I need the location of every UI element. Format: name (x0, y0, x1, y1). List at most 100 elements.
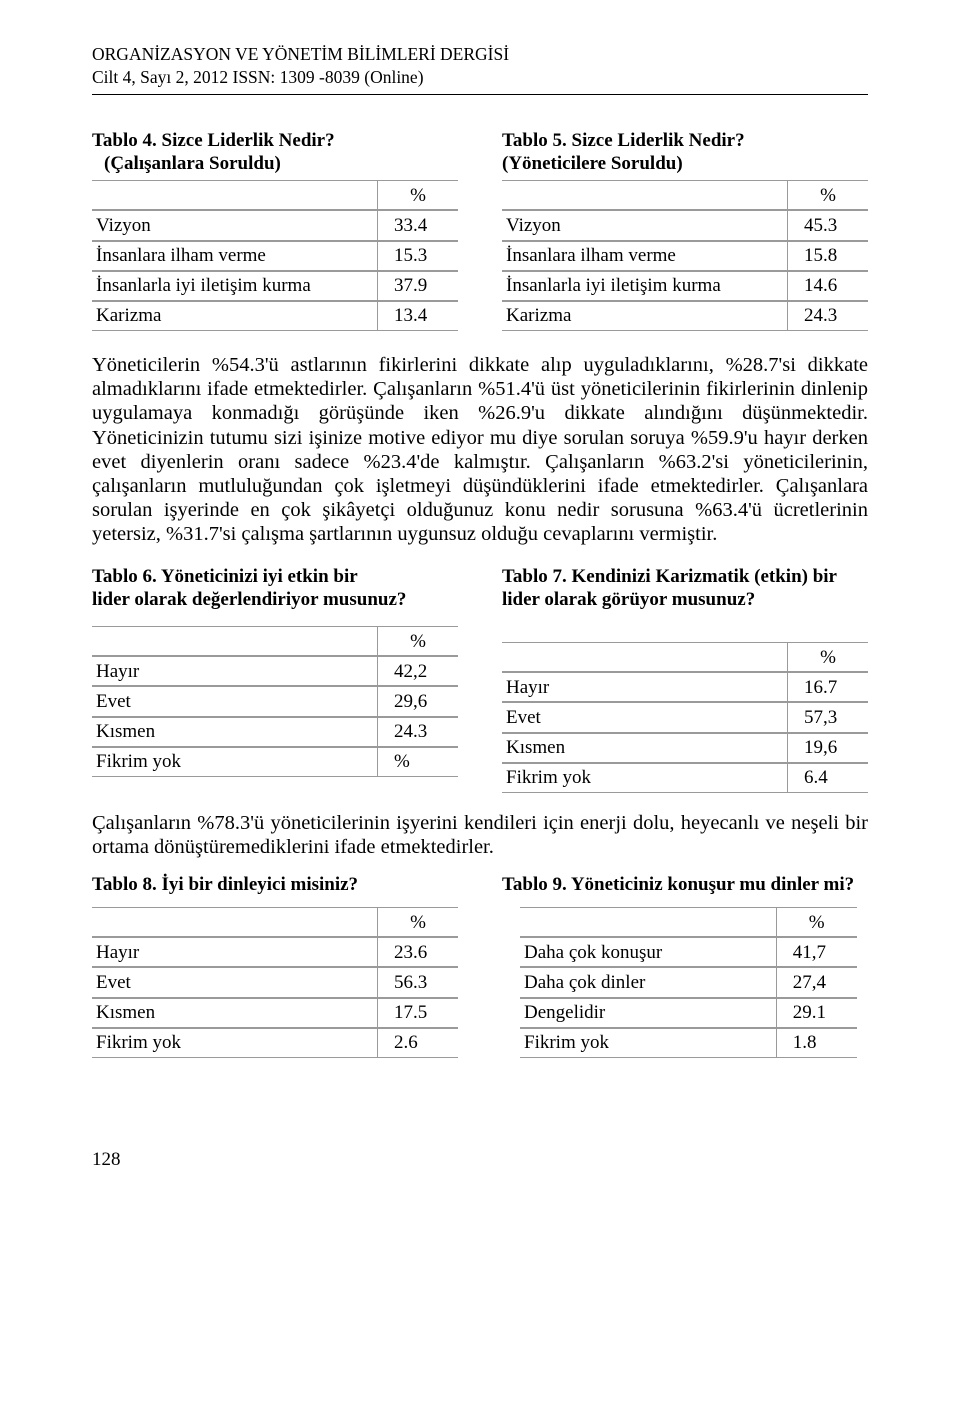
paragraph-2: Çalışanların %78.3'ü yöneticilerinin işy… (92, 811, 868, 859)
table6-head-blank (92, 626, 378, 656)
cell-label: Vizyon (502, 210, 788, 240)
table-row: Fikrim yok% (92, 747, 458, 777)
cell-label: Dengelidir (520, 998, 777, 1028)
cell-value: 17.5 (378, 998, 458, 1028)
cell-value: 37.9 (378, 271, 458, 301)
table7-head-blank (502, 642, 788, 672)
table9-head-blank (520, 907, 777, 937)
cell-value: 24.3 (788, 301, 868, 331)
table-row: Daha çok konuşur41,7 (520, 937, 857, 967)
table-row: Fikrim yok2.6 (92, 1028, 458, 1058)
table4-block: Tablo 4. Sizce Liderlik Nedir? (Çalışanl… (92, 129, 458, 331)
cell-value: 27,4 (777, 967, 857, 997)
table5-head-pct: % (788, 180, 868, 210)
table-row: Kısmen17.5 (92, 998, 458, 1028)
table-row: Dengelidir29.1 (520, 998, 857, 1028)
cell-value: 33.4 (378, 210, 458, 240)
table9-title: Tablo 9. Yöneticiniz konuşur mu dinler m… (502, 873, 868, 897)
table-row: % (502, 180, 868, 210)
table-row: Hayır42,2 (92, 656, 458, 686)
table9-head-pct: % (777, 907, 857, 937)
cell-label: Daha çok konuşur (520, 937, 777, 967)
cell-value: 14.6 (788, 271, 868, 301)
cell-value: 13.4 (378, 301, 458, 331)
cell-label: Fikrim yok (92, 747, 378, 777)
cell-label: Vizyon (92, 210, 378, 240)
cell-value: % (378, 747, 458, 777)
table-row: Vizyon45.3 (502, 210, 868, 240)
table-row: Karizma13.4 (92, 301, 458, 331)
cell-value: 23.6 (378, 937, 458, 967)
table6-title-line2: lider olarak değerlendiriyor musunuz? (92, 589, 406, 610)
table-row: Hayır23.6 (92, 937, 458, 967)
table-row: % (520, 907, 857, 937)
table6-head-pct: % (378, 626, 458, 656)
table8-head-blank (92, 907, 378, 937)
cell-label: Hayır (92, 937, 378, 967)
cell-label: Evet (92, 967, 378, 997)
paragraph-1: Yöneticilerin %54.3'ü astlarının fikirle… (92, 353, 868, 547)
cell-label: İnsanlara ilham verme (502, 241, 788, 271)
cell-label: Evet (502, 702, 788, 732)
table8: % Hayır23.6 Evet56.3 Kısmen17.5 Fikrim y… (92, 907, 458, 1058)
table5-title-line1: Tablo 5. Sizce Liderlik Nedir? (502, 130, 745, 151)
table-row: % (92, 907, 458, 937)
table-row: Hayır16.7 (502, 672, 868, 702)
table9: % Daha çok konuşur41,7 Daha çok dinler27… (520, 907, 857, 1058)
table-row: Fikrim yok1.8 (520, 1028, 857, 1058)
cell-label: Fikrim yok (520, 1028, 777, 1058)
cell-label: Daha çok dinler (520, 967, 777, 997)
cell-value: 19,6 (788, 733, 868, 763)
cell-value: 6.4 (788, 763, 868, 793)
cell-label: Fikrim yok (92, 1028, 378, 1058)
cell-value: 15.3 (378, 241, 458, 271)
table9-block: Tablo 9. Yöneticiniz konuşur mu dinler m… (502, 873, 868, 1058)
tables-8-9-row: Tablo 8. İyi bir dinleyici misiniz? % Ha… (92, 873, 868, 1058)
table8-title: Tablo 8. İyi bir dinleyici misiniz? (92, 873, 458, 897)
cell-value: 56.3 (378, 967, 458, 997)
table-row: Vizyon33.4 (92, 210, 458, 240)
table-row: % (92, 626, 458, 656)
table5: % Vizyon45.3 İnsanlara ilham verme15.8 İ… (502, 180, 868, 331)
table-row: Kısmen19,6 (502, 733, 868, 763)
table6-title-line1: Tablo 6. Yöneticinizi iyi etkin bir (92, 566, 358, 587)
cell-label: Evet (92, 686, 378, 716)
table6: % Hayır42,2 Evet29,6 Kısmen24.3 Fikrim y… (92, 626, 458, 777)
cell-value: 45.3 (788, 210, 868, 240)
table-row: İnsanlarla iyi iletişim kurma14.6 (502, 271, 868, 301)
cell-label: Karizma (92, 301, 378, 331)
table4-head-pct: % (378, 180, 458, 210)
table6-block: Tablo 6. Yöneticinizi iyi etkin bir lide… (92, 565, 458, 793)
table7-title-line2: lider olarak görüyor musunuz? (502, 589, 755, 610)
table-row: İnsanlara ilham verme15.3 (92, 241, 458, 271)
table5-head-blank (502, 180, 788, 210)
cell-label: Hayır (92, 656, 378, 686)
page-number: 128 (92, 1148, 868, 1171)
table7-title-line1: Tablo 7. Kendinizi Karizmatik (etkin) bi… (502, 566, 837, 587)
cell-label: İnsanlarla iyi iletişim kurma (92, 271, 378, 301)
cell-label: Kısmen (92, 717, 378, 747)
table-row: % (502, 642, 868, 672)
cell-label: Kısmen (92, 998, 378, 1028)
table-row: Karizma24.3 (502, 301, 868, 331)
cell-value: 16.7 (788, 672, 868, 702)
cell-label: Karizma (502, 301, 788, 331)
cell-value: 42,2 (378, 656, 458, 686)
cell-value: 41,7 (777, 937, 857, 967)
table-row: Fikrim yok6.4 (502, 763, 868, 793)
table7-head-pct: % (788, 642, 868, 672)
cell-label: İnsanlara ilham verme (92, 241, 378, 271)
table4-title-line1: Tablo 4. Sizce Liderlik Nedir? (92, 130, 335, 151)
table4-head-blank (92, 180, 378, 210)
cell-value: 1.8 (777, 1028, 857, 1058)
table-row: Evet57,3 (502, 702, 868, 732)
table7-block: Tablo 7. Kendinizi Karizmatik (etkin) bi… (502, 565, 868, 793)
table-row: İnsanlara ilham verme15.8 (502, 241, 868, 271)
table-row: Kısmen24.3 (92, 717, 458, 747)
cell-label: Fikrim yok (502, 763, 788, 793)
table-row: % (92, 180, 458, 210)
cell-value: 24.3 (378, 717, 458, 747)
cell-label: Kısmen (502, 733, 788, 763)
cell-value: 2.6 (378, 1028, 458, 1058)
table-row: Evet29,6 (92, 686, 458, 716)
